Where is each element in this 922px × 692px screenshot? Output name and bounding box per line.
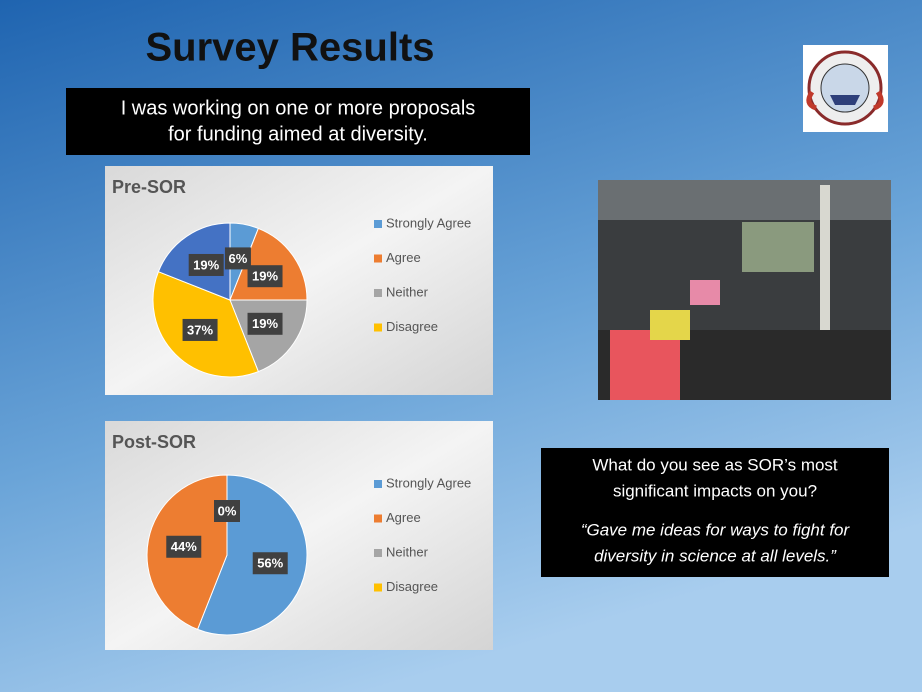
legend-label: Disagree [386,319,438,334]
quote-question: What do you see as SOR’s most [592,455,838,474]
legend-swatch [374,289,382,297]
chart-title: Post-SOR [112,432,196,452]
legend-label: Agree [386,250,421,265]
data-label: 0% [218,503,237,518]
legend-swatch [374,324,382,332]
data-label: 37% [187,322,213,337]
legend-swatch [374,480,382,488]
question-line: I was working on one or more proposals [121,97,476,119]
classroom-photo [598,180,891,400]
logo [803,45,888,132]
legend-swatch [374,584,382,592]
slide-title: Survey Results [145,26,434,70]
legend-label: Neither [386,544,429,559]
quote-answer: diversity in science at all levels.” [594,546,837,565]
legend-label: Neither [386,284,429,299]
slide: Survey Results I was working on one or m… [0,0,922,692]
legend-label: Disagree [386,579,438,594]
legend-label: Agree [386,510,421,525]
legend-label: Strongly Agree [386,475,471,490]
chart-title: Pre-SOR [112,177,186,197]
page: Survey Results I was working on one or m… [0,0,922,692]
data-label: 44% [171,539,197,554]
data-label: 19% [252,269,278,284]
legend-swatch [374,515,382,523]
data-label: 19% [252,316,278,331]
quote-answer: “Gave me ideas for ways to fight for [581,520,851,539]
legend-swatch [374,549,382,557]
legend-swatch [374,220,382,228]
data-label: 56% [257,556,283,571]
question-line: for funding aimed at diversity. [168,123,428,145]
data-label: 19% [193,257,219,272]
legend-swatch [374,255,382,263]
data-label: 6% [229,251,248,266]
quote-question: significant impacts on you? [613,481,817,500]
legend-label: Strongly Agree [386,215,471,230]
